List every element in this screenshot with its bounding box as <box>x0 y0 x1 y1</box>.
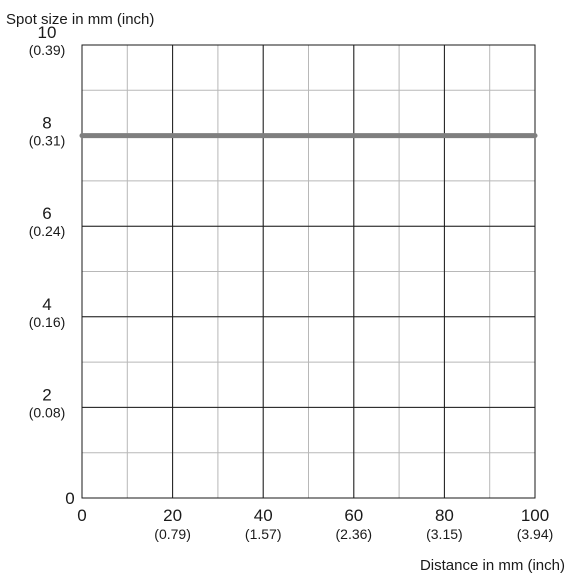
x-tick-sublabel: (0.79) <box>154 526 191 542</box>
x-tick-sublabel: (3.94) <box>517 526 554 542</box>
y-tick-sublabel: (0.08) <box>29 404 66 420</box>
x-tick-label: 20 <box>163 506 182 525</box>
x-axis-label: Distance in mm (inch) <box>420 557 565 574</box>
y-tick-labels: 0 2(0.08) 4(0.16) 6(0.24) 8(0.31) 10(0.39) <box>29 23 75 508</box>
x-tick-label: 60 <box>344 506 363 525</box>
x-tick-label: 0 <box>77 506 86 525</box>
y-tick-sublabel: (0.31) <box>29 133 66 149</box>
y-axis-label: Spot size in mm (inch) <box>6 11 154 28</box>
y-tick-label: 8 <box>42 114 51 133</box>
y-tick-label: 2 <box>42 385 51 404</box>
x-tick-label: 100 <box>521 506 549 525</box>
x-tick-labels: 0 20(0.79) 40(1.57) 60(2.36) 80(3.15) 100(3.9… <box>77 506 553 542</box>
y-tick-label: 6 <box>42 204 51 223</box>
plot-frame <box>81 44 536 499</box>
x-tick-sublabel: (1.57) <box>245 526 282 542</box>
y-tick-sublabel: (0.16) <box>29 314 66 330</box>
y-tick-label: 0 <box>65 489 74 508</box>
y-tick-sublabel: (0.24) <box>29 223 66 239</box>
y-tick-sublabel: (0.39) <box>29 42 66 58</box>
x-tick-label: 80 <box>435 506 454 525</box>
y-tick-label: 10 <box>38 23 57 42</box>
minor-gridlines <box>81 44 536 499</box>
x-tick-sublabel: (2.36) <box>336 526 373 542</box>
x-tick-label: 40 <box>254 506 273 525</box>
x-tick-sublabel: (3.15) <box>426 526 463 542</box>
y-tick-label: 4 <box>42 295 51 314</box>
